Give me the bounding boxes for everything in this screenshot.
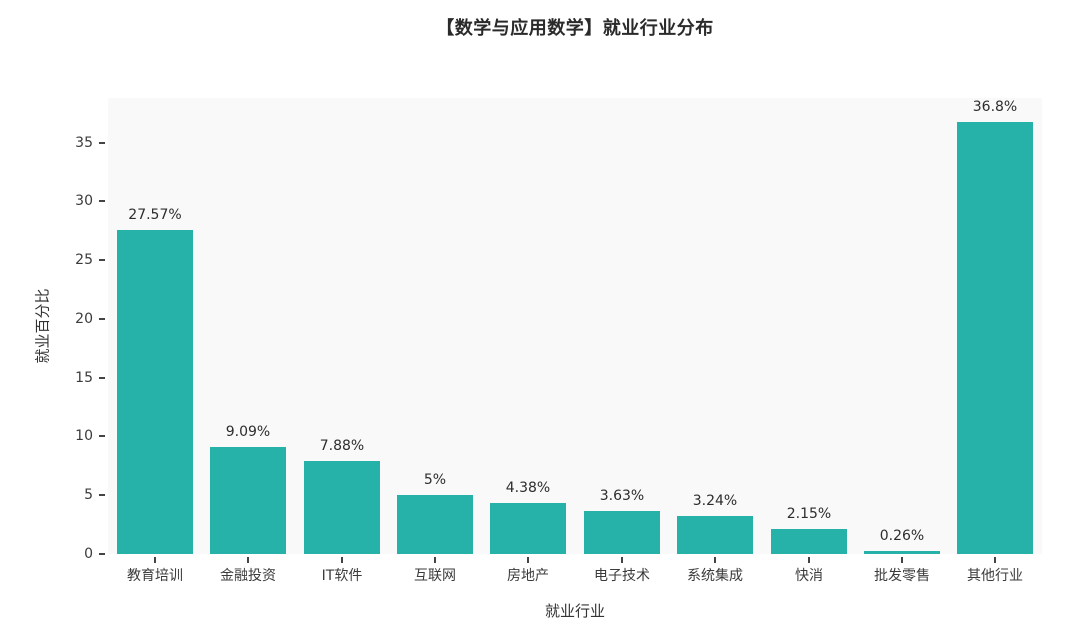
bar-value-label: 9.09% bbox=[225, 424, 271, 440]
bar bbox=[864, 551, 940, 554]
bar-value-label: 3.24% bbox=[692, 493, 738, 509]
bar bbox=[304, 461, 380, 554]
bar-value-label: 4.38% bbox=[505, 480, 551, 496]
y-tick-mark bbox=[99, 141, 105, 144]
x-tick-mark bbox=[994, 557, 996, 563]
bar bbox=[957, 122, 1033, 554]
y-tick-mark bbox=[99, 317, 105, 320]
x-tick-label: 金融投资 bbox=[220, 568, 276, 584]
bar-value-label: 0.26% bbox=[879, 528, 925, 544]
y-tick-label: 20 bbox=[75, 310, 93, 327]
y-tick-label: 15 bbox=[75, 369, 93, 386]
x-tick-label: 其他行业 bbox=[967, 568, 1023, 584]
x-tick-mark bbox=[247, 557, 249, 563]
y-tick-mark bbox=[99, 553, 105, 555]
x-tick-mark bbox=[341, 557, 343, 563]
bar bbox=[490, 503, 566, 554]
y-tick-mark bbox=[99, 494, 105, 497]
y-tick-label: 35 bbox=[75, 134, 93, 151]
bar-value-label: 27.57% bbox=[128, 207, 182, 223]
bar-value-label: 2.15% bbox=[786, 506, 832, 522]
x-tick-label: 房地产 bbox=[507, 568, 549, 584]
x-tick-mark bbox=[154, 557, 156, 563]
y-tick-mark bbox=[99, 435, 105, 438]
x-tick-mark bbox=[808, 557, 810, 563]
bar bbox=[117, 230, 193, 554]
x-tick-label: 快消 bbox=[795, 568, 823, 584]
y-tick-label: 0 bbox=[84, 546, 93, 562]
y-tick-label: 5 bbox=[84, 487, 93, 504]
x-tick-mark bbox=[714, 557, 716, 563]
bar bbox=[397, 495, 473, 554]
bar bbox=[677, 516, 753, 554]
x-tick-label: 批发零售 bbox=[874, 568, 930, 584]
bar bbox=[210, 447, 286, 554]
x-tick-label: 教育培训 bbox=[127, 568, 183, 584]
x-tick-mark bbox=[621, 557, 623, 563]
bar-value-label: 7.88% bbox=[319, 438, 365, 454]
x-tick-label: 互联网 bbox=[414, 568, 456, 584]
bar-value-label: 36.8% bbox=[972, 99, 1018, 115]
x-axis-title: 就业行业 bbox=[544, 602, 605, 620]
x-tick-label: IT软件 bbox=[321, 568, 363, 584]
y-tick-label: 10 bbox=[75, 428, 93, 445]
x-tick-mark bbox=[434, 557, 436, 563]
y-tick-mark bbox=[99, 259, 105, 262]
bar bbox=[584, 511, 660, 554]
y-tick-label: 30 bbox=[75, 193, 93, 210]
y-tick-mark bbox=[99, 376, 105, 379]
x-tick-label: 系统集成 bbox=[687, 568, 743, 584]
x-tick-mark bbox=[901, 557, 903, 563]
bar-value-label: 3.63% bbox=[599, 488, 645, 504]
y-tick-label: 25 bbox=[75, 252, 93, 269]
chart-title: 【数学与应用数学】就业行业分布 bbox=[436, 18, 714, 39]
bar-value-label: 5% bbox=[423, 472, 447, 488]
x-tick-mark bbox=[527, 557, 529, 563]
y-tick-mark bbox=[99, 200, 105, 203]
x-tick-label: 电子技术 bbox=[594, 568, 650, 584]
bar bbox=[771, 529, 847, 554]
